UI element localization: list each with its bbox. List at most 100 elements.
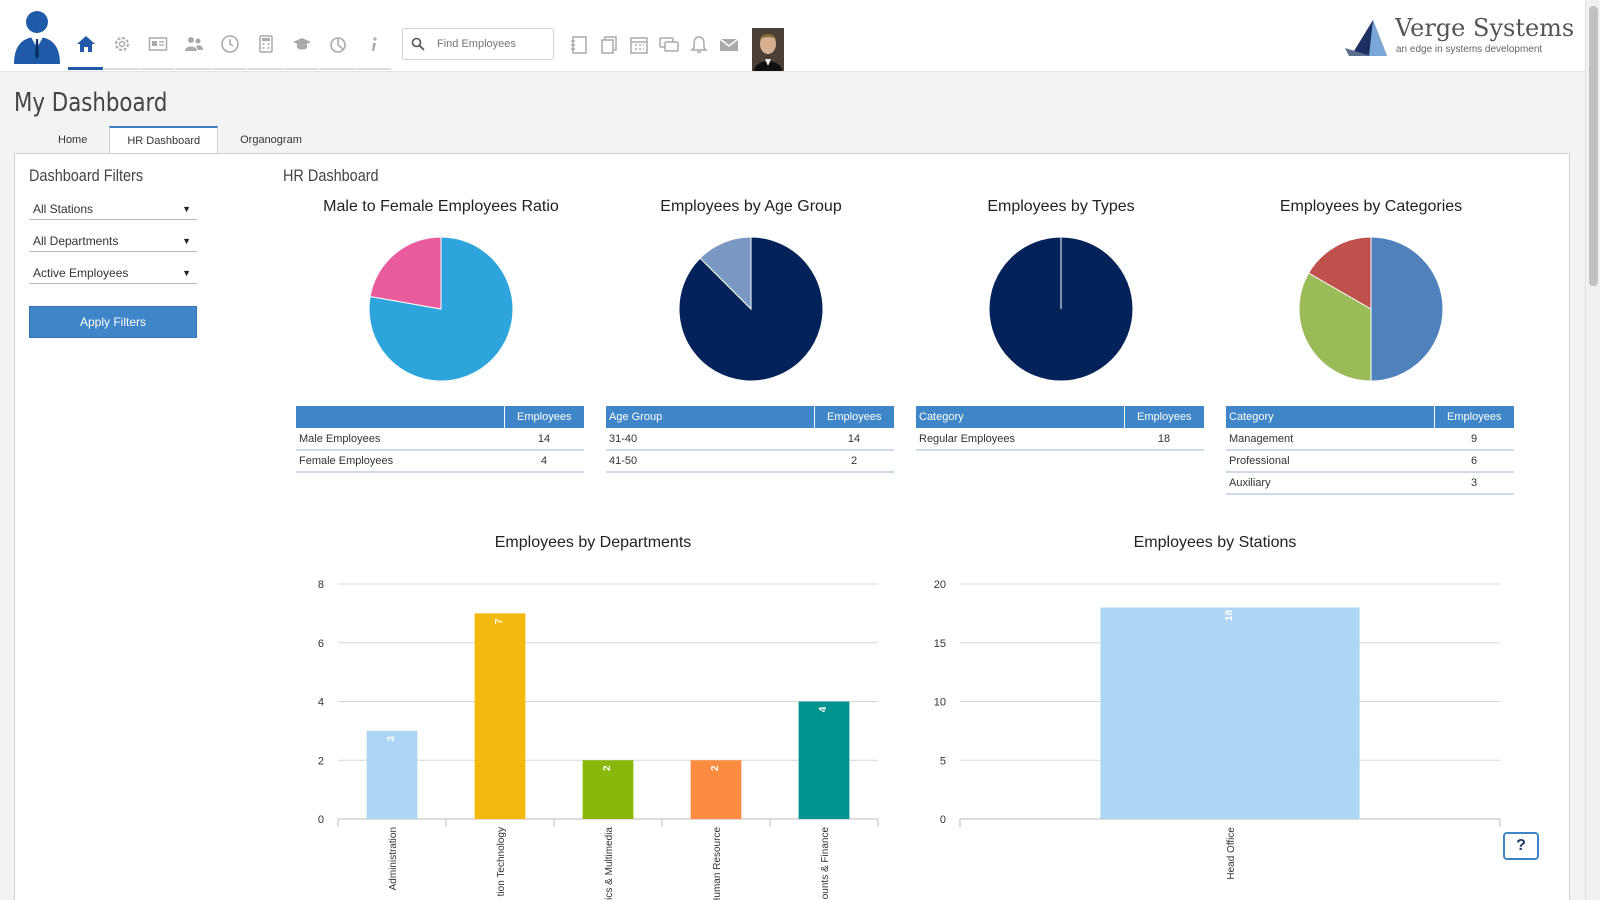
nav-home[interactable] [68,24,103,70]
types-table: Category Employees Regular Employees 18 [916,406,1204,451]
cell: Professional [1226,450,1434,473]
nav-settings[interactable] [104,24,139,70]
nav-attendance[interactable] [212,24,247,70]
employee-search[interactable] [402,28,554,60]
tool-contacts[interactable] [564,34,594,56]
page-title: My Dashboard [14,88,168,118]
bar-value-label: 2 [602,765,613,771]
pie-card-age: Employees by Age Group Age Group Employee… [606,198,896,473]
cell: 31-40 [606,428,814,451]
age-pie-chart [678,236,824,382]
department-select-value: All Departments [33,233,119,248]
cell: 14 [814,428,894,451]
scroll-thumb[interactable] [1589,6,1598,286]
pie-slice-41-50[interactable] [699,236,752,311]
y-tick-label: 10 [934,697,946,709]
tool-calendar[interactable] [624,34,654,56]
bar-value-label: 2 [710,765,721,771]
pie-card-types: Employees by Types Category Employees Reg… [916,198,1206,451]
pie-title: Employees by Age Group [660,198,842,215]
pie-slice-professional[interactable] [1298,272,1372,382]
nav-groups[interactable] [176,24,211,70]
tab-organogram[interactable]: Organogram [240,133,302,146]
user-avatar[interactable] [752,28,784,71]
cell: Regular Employees [916,428,1124,451]
pie-card-categories: Employees by Categories Category Employee… [1226,198,1516,495]
tool-mail[interactable] [714,34,744,56]
tool-notifications[interactable] [684,34,714,56]
table-row: Regular Employees 18 [916,428,1204,451]
help-button[interactable]: ? [1503,832,1539,860]
search-icon [411,37,425,51]
cell: Female Employees [296,450,504,473]
status-select[interactable]: Active Employees ▼ [29,262,197,284]
chart-title: Employees by Departments [494,534,692,551]
toolbar [564,34,744,56]
col-header: Employees [1434,406,1514,428]
bar-graphics-multimedia[interactable] [582,760,634,819]
dashboard-panel: Dashboard Filters All Stations ▼ All Dep… [14,153,1570,900]
nav-employees[interactable] [140,24,175,70]
x-tick-label: ics & Multimedia [604,827,615,900]
col-header [296,406,505,428]
tool-documents[interactable] [594,34,624,56]
tab-hr-dashboard[interactable]: HR Dashboard [109,126,219,154]
nav-info[interactable] [356,24,391,70]
bar-administration[interactable] [366,730,418,819]
station-select-value: All Stations [33,201,94,216]
gender-pie-chart [368,236,514,382]
address-book-icon [571,36,587,54]
y-tick-label: 4 [318,697,324,709]
chevron-down-icon: ▼ [182,203,191,214]
department-select[interactable]: All Departments ▼ [29,230,197,252]
page-scrollbar[interactable] [1585,0,1600,900]
nav-training[interactable] [284,24,319,70]
gender-table: Employees Male Employees 14 Female Employ… [296,406,584,473]
pie-title: Employees by Types [987,198,1135,215]
departments-chart-card: Employees by Departments 0 2 4 6 8 3 Administr… [293,534,893,900]
col-header: Age Group [606,406,815,428]
clock-icon [220,35,239,53]
bar-accounts-finance[interactable] [798,701,850,820]
cell: 4 [504,450,584,473]
cell: 18 [1124,428,1204,451]
bar-head-office[interactable] [1100,607,1360,820]
pie-slice-female-employees[interactable] [369,236,442,310]
chart-title: Employees by Stations [1133,534,1297,551]
station-select[interactable]: All Stations ▼ [29,198,197,220]
chevron-down-icon: ▼ [182,267,191,278]
chevron-down-icon: ▼ [182,235,191,246]
table-row: Professional 6 [1226,450,1514,473]
pie-title: Male to Female Employees Ratio [323,198,559,215]
apply-filters-button[interactable]: Apply Filters [29,306,197,338]
envelope-icon [719,38,739,51]
col-header: Employees [814,406,894,428]
stations-chart-card: Employees by Stations 0 5 10 15 20 18 Head Off… [915,534,1515,900]
main-nav [68,24,392,70]
bar-value-label: 18 [1224,610,1235,622]
dashboard-tabs: Home HR Dashboard Organogram [40,125,324,154]
chat-icon [659,37,679,52]
y-tick-label: 5 [940,755,946,767]
x-tick-label: Human Resource [712,827,723,900]
tool-messages[interactable] [654,34,684,56]
col-header: Employees [1124,406,1204,428]
bar-human-resource[interactable] [690,760,742,819]
table-row: Female Employees 4 [296,450,584,473]
user-photo-icon [752,28,784,71]
tab-home[interactable]: Home [58,133,88,146]
user-profile-logo[interactable] [12,8,62,64]
pie-slice-auxiliary[interactable] [1307,236,1372,310]
pie-slice-management[interactable] [1370,236,1444,382]
nav-reports[interactable] [320,24,355,70]
filters-title: Dashboard Filters [29,166,144,185]
cell: 41-50 [606,450,814,473]
gear-icon [114,37,129,51]
table-row: 31-40 14 [606,428,894,451]
bar-information-technology[interactable] [474,613,526,819]
y-tick-label: 6 [318,638,324,650]
table-row: Male Employees 14 [296,428,584,451]
search-input[interactable] [437,38,542,50]
nav-payroll[interactable] [248,24,283,70]
cell: Male Employees [296,428,504,451]
